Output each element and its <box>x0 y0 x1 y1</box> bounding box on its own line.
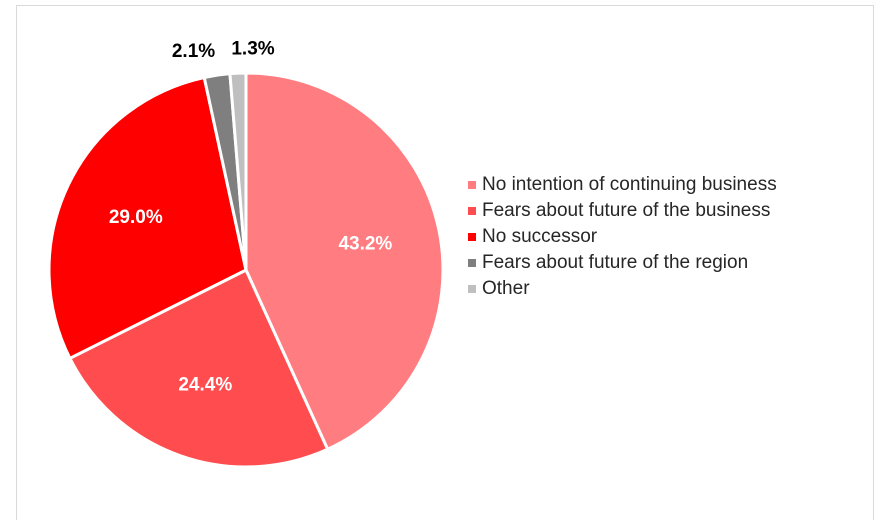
pie-slice-no-intention-of-continuing-business <box>244 71 445 451</box>
chart-legend: No intention of continuing business Fear… <box>468 172 777 302</box>
data-label-other: 1.3% <box>231 39 274 60</box>
legend-label: Fears about future of the region <box>482 252 749 273</box>
legend-item-no-successor: No successor <box>468 224 777 250</box>
legend-label: No successor <box>482 226 598 247</box>
pie-slice-fears-about-future-of-the-business <box>68 268 330 469</box>
legend-item-other: Other <box>468 276 777 302</box>
data-label-fears-about-future-of-the-region: 2.1% <box>172 41 215 62</box>
legend-item-fears-region: Fears about future of the region <box>468 250 777 276</box>
legend-swatch <box>468 259 476 267</box>
legend-swatch <box>468 207 476 215</box>
slices-layer <box>47 71 445 469</box>
legend-label: Fears about future of the business <box>482 200 771 221</box>
legend-item-fears-business: Fears about future of the business <box>468 198 777 224</box>
legend-item-no-intention: No intention of continuing business <box>468 172 777 198</box>
data-label-no-intention-of-continuing-business: 43.2% <box>338 234 392 255</box>
legend-label: Other <box>482 278 530 299</box>
pie-slice-other <box>228 71 248 272</box>
data-label-fears-about-future-of-the-business: 24.4% <box>178 375 232 396</box>
legend-label: No intention of continuing business <box>482 174 777 195</box>
legend-swatch <box>468 285 476 293</box>
data-label-no-successor: 29.0% <box>109 207 163 228</box>
pie-slice-no-successor <box>47 75 248 360</box>
legend-swatch <box>468 181 476 189</box>
data-labels-layer: 43.2% 24.4% 29.0% 2.1% 1.3% <box>109 39 393 396</box>
legend-swatch <box>468 233 476 241</box>
